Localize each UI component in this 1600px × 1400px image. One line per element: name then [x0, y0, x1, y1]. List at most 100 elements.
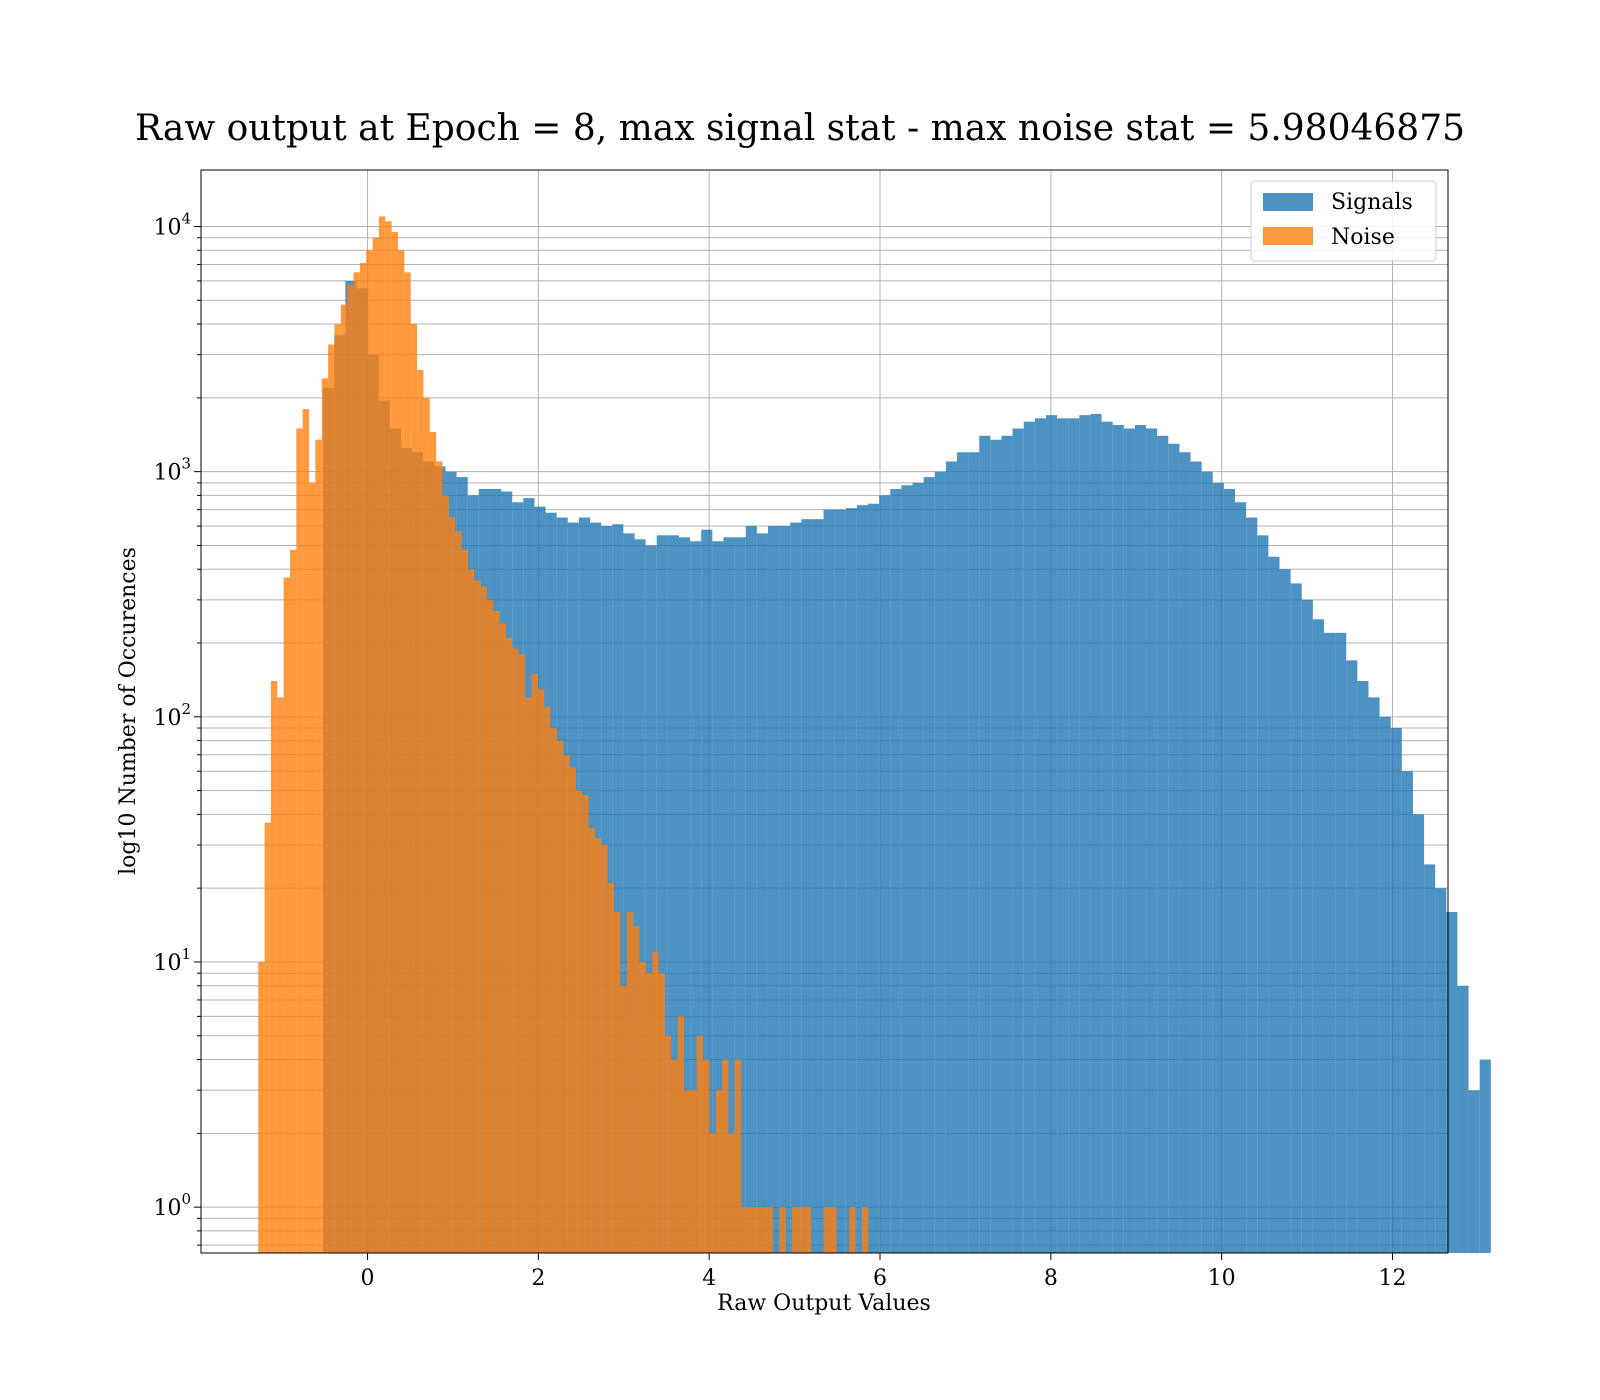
- legend-swatch-signals: [1263, 193, 1313, 211]
- noise-bar: [747, 1207, 754, 1253]
- noise-bar: [296, 428, 303, 1253]
- noise-bar: [321, 378, 329, 1253]
- signals-bar: [945, 461, 958, 1254]
- signals-bar: [1435, 888, 1447, 1253]
- noise-bar: [683, 1090, 691, 1253]
- noise-bar: [671, 1059, 678, 1253]
- noise-bar: [436, 461, 443, 1254]
- histogram-bars: [258, 216, 1491, 1254]
- noise-bar: [569, 767, 576, 1253]
- noise-bar: [258, 961, 265, 1253]
- noise-bar: [861, 1207, 869, 1253]
- signals-bar: [1101, 421, 1113, 1253]
- signals-bar: [1412, 814, 1425, 1253]
- noise-bar: [302, 409, 310, 1253]
- signals-bar: [678, 537, 691, 1253]
- signals-bar: [1479, 1059, 1491, 1253]
- signals-bar: [1401, 771, 1413, 1253]
- noise-bar: [537, 688, 545, 1253]
- signals-bar: [1312, 619, 1324, 1253]
- y-tick-label: 104: [153, 209, 191, 240]
- noise-bar: [334, 324, 341, 1253]
- noise-bar: [525, 697, 532, 1253]
- signals-bar: [957, 452, 969, 1253]
- signals-bar: [634, 539, 646, 1253]
- noise-bar: [499, 623, 507, 1253]
- noise-bar: [690, 1090, 697, 1253]
- noise-bar: [366, 250, 373, 1253]
- signals-bar: [1146, 428, 1158, 1253]
- x-axis-ticks: 0 2 4 6 8 10 12: [361, 1253, 1406, 1291]
- signals-bar: [1079, 415, 1091, 1253]
- signals-bar: [612, 524, 624, 1253]
- signals-bar: [1446, 911, 1458, 1253]
- x-tick-label: 4: [702, 1266, 716, 1291]
- signals-bar: [979, 435, 991, 1253]
- signals-bar: [1223, 488, 1236, 1254]
- signals-bar: [1468, 1090, 1480, 1253]
- noise-bar: [461, 549, 468, 1253]
- noise-bar: [544, 706, 551, 1253]
- signals-bar: [968, 452, 980, 1253]
- noise-bar: [715, 1090, 723, 1253]
- noise-bar: [493, 611, 500, 1253]
- noise-bar: [391, 231, 399, 1254]
- noise-bar: [353, 272, 360, 1253]
- signals-bar: [1212, 482, 1224, 1253]
- chart-title: Raw output at Epoch = 8, max signal stat…: [135, 108, 1465, 149]
- signals-bar: [656, 535, 668, 1253]
- noise-bar: [455, 531, 462, 1253]
- noise-bar: [486, 599, 494, 1253]
- noise-bar: [595, 838, 602, 1253]
- noise-bar: [359, 262, 367, 1253]
- noise-bar: [830, 1207, 837, 1253]
- signals-bar: [901, 485, 913, 1253]
- signals-bar: [1279, 569, 1291, 1253]
- signals-bar: [890, 488, 902, 1254]
- noise-bar: [792, 1207, 799, 1253]
- signals-bar: [756, 533, 768, 1253]
- noise-bar: [804, 1207, 812, 1253]
- signals-bar: [701, 529, 713, 1253]
- x-tick-label: 12: [1378, 1266, 1406, 1291]
- noise-bar: [289, 549, 297, 1253]
- legend-label-noise: Noise: [1331, 225, 1395, 250]
- noise-bar: [417, 369, 424, 1253]
- signals-bar: [1068, 418, 1080, 1254]
- x-axis-label: Raw Output Values: [717, 1291, 931, 1316]
- noise-bar: [448, 517, 456, 1253]
- signals-bar: [767, 526, 780, 1253]
- noise-bar: [588, 828, 596, 1253]
- noise-bar: [398, 250, 405, 1253]
- noise-bar: [309, 482, 316, 1253]
- y-tick-label: 102: [153, 700, 191, 731]
- signals-bar: [1090, 413, 1102, 1253]
- noise-bar: [709, 1133, 716, 1253]
- signals-bar: [790, 522, 802, 1253]
- noise-bar: [849, 1207, 856, 1253]
- y-tick-label: 103: [153, 455, 191, 486]
- noise-bar: [385, 221, 392, 1253]
- noise-bar: [512, 648, 519, 1253]
- y-axis-label: log10 Number of Occurences: [116, 547, 141, 875]
- signals-bar: [723, 537, 735, 1253]
- noise-bar: [518, 654, 526, 1253]
- x-tick-label: 6: [873, 1266, 887, 1291]
- signals-bar: [1134, 424, 1147, 1254]
- x-tick-label: 10: [1208, 1266, 1236, 1291]
- noise-bar: [328, 344, 335, 1254]
- noise-bar: [753, 1207, 761, 1253]
- signals-bar: [1023, 421, 1035, 1253]
- signals-bar: [667, 535, 679, 1253]
- noise-bar: [423, 397, 430, 1253]
- signals-bar: [1323, 632, 1336, 1253]
- noise-bar: [607, 882, 615, 1253]
- noise-bar: [823, 1207, 831, 1253]
- signals-bar: [856, 505, 869, 1253]
- signals-bar: [1268, 556, 1280, 1253]
- noise-bar: [614, 911, 621, 1253]
- noise-bar: [575, 790, 583, 1253]
- noise-bar: [798, 1207, 805, 1253]
- legend-swatch-noise: [1263, 227, 1313, 245]
- signals-bar: [1379, 716, 1391, 1253]
